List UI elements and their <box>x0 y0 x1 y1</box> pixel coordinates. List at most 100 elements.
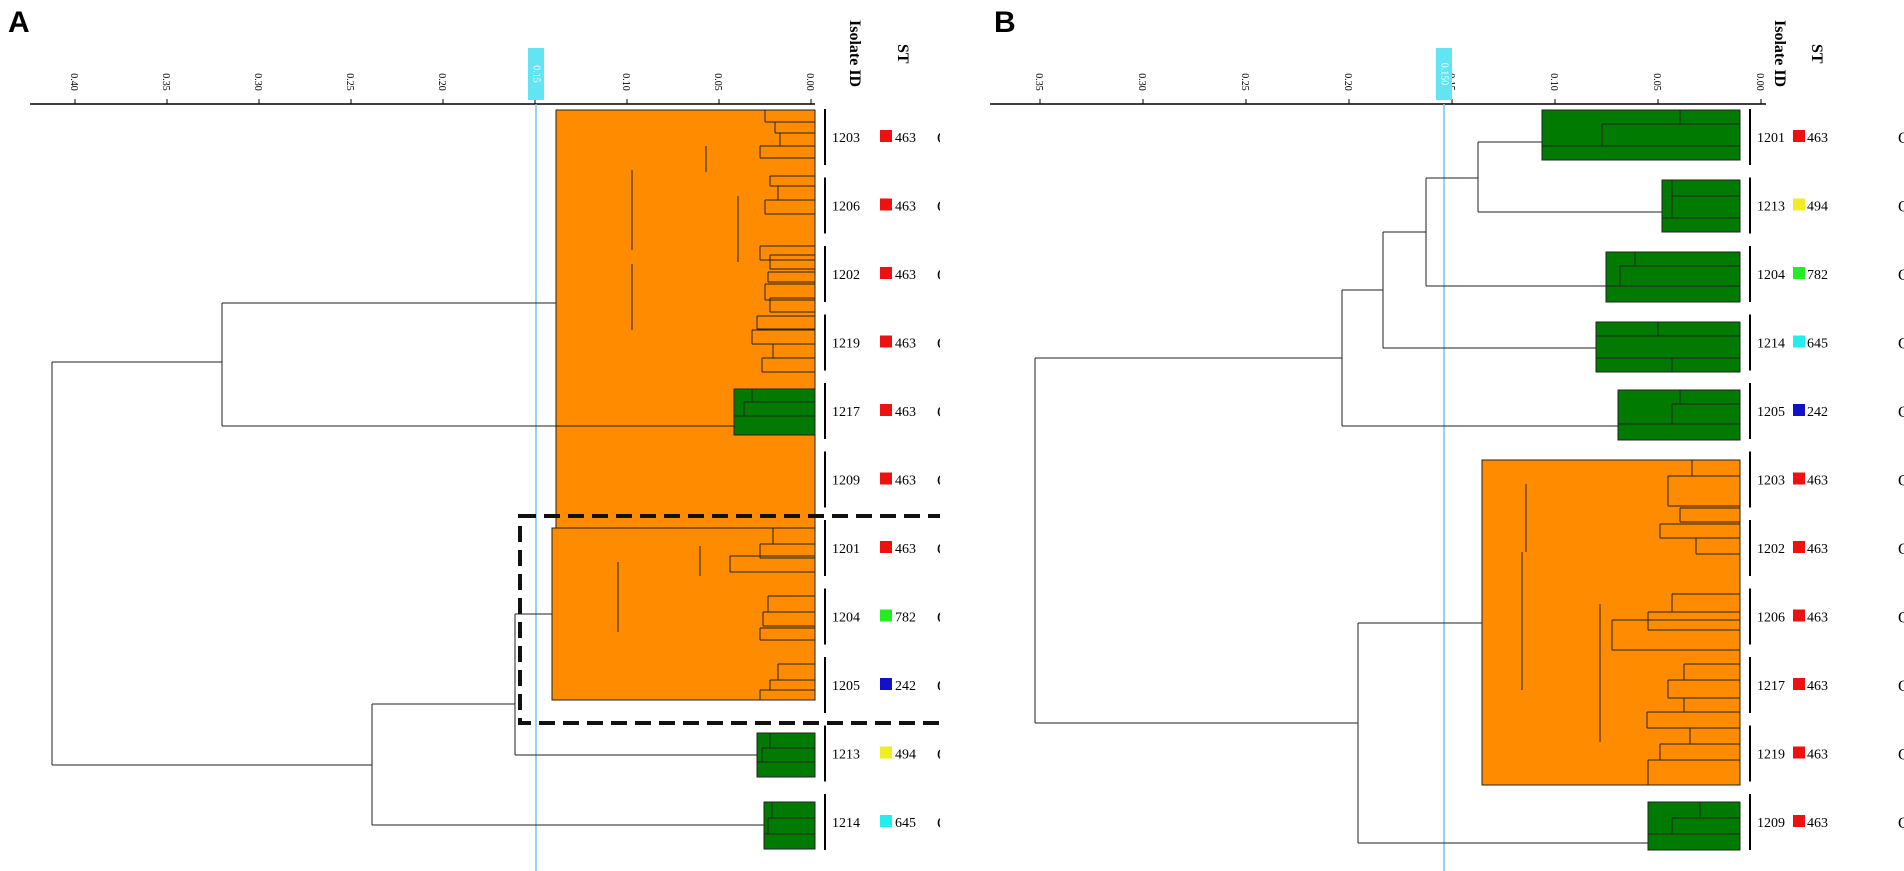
cluster-green <box>1617 389 1741 441</box>
isolate-row: 1201 463 G1 <box>824 520 940 576</box>
column-header-wgs: WGS <box>1900 44 1904 81</box>
cutoff-label: 0.15 <box>531 65 542 83</box>
wgs-group: G4 <box>937 610 940 627</box>
cluster-green <box>763 801 816 850</box>
st-value: 463 <box>895 474 916 489</box>
isolate-rows: 1201 463 G1 1213 494 G7 1204 782 G4 1214 645 G8 1205… <box>1749 109 1904 850</box>
isolate-id: 1209 <box>1757 816 1785 831</box>
isolate-id: 1219 <box>832 337 860 352</box>
isolate-id: 1209 <box>832 474 860 489</box>
cluster-block <box>1617 389 1741 441</box>
isolate-row: 1205 242 G5 <box>1749 383 1904 439</box>
st-color-square <box>880 609 892 622</box>
st-value: 494 <box>895 748 916 763</box>
wgs-group: G6 <box>1898 815 1904 832</box>
st-value: 242 <box>895 679 916 694</box>
isolate-id: 1217 <box>832 405 860 420</box>
wgs-group: G8 <box>1898 336 1904 353</box>
isolate-row: 1213 494 G7 <box>824 725 940 782</box>
st-value: 645 <box>895 816 916 831</box>
wgs-group: G1 <box>937 541 940 558</box>
cluster-block <box>1541 109 1741 161</box>
isolate-row: 1205 242 G5 <box>824 657 940 713</box>
st-color-square <box>880 198 892 211</box>
isolate-row: 1204 782 G4 <box>824 588 940 645</box>
isolate-id: 1201 <box>1757 131 1785 146</box>
isolate-id: 1204 <box>832 611 860 626</box>
st-color-square <box>880 267 892 279</box>
axis-tick-label: 0.35 <box>160 73 171 91</box>
axis-tick-label: 0.05 <box>712 73 723 91</box>
wgs-group: G2 <box>937 267 940 284</box>
cluster-block <box>1595 321 1741 373</box>
cluster-block <box>733 388 816 436</box>
st-color-square <box>880 541 892 553</box>
isolate-row: 1219 463 G3 <box>1749 725 1904 782</box>
axis-tick-label: 0.00 <box>804 73 815 91</box>
isolate-row: 1203 463 G3 <box>1749 451 1904 508</box>
st-color-square <box>1793 746 1805 759</box>
isolate-id: 1202 <box>1757 542 1785 557</box>
st-color-square <box>880 472 892 485</box>
distance-axis: 0.400.350.300.250.200.150.100.050.000.15… <box>30 20 940 871</box>
cutoff-marker <box>528 48 544 100</box>
st-value: 494 <box>1807 200 1828 215</box>
st-value: 463 <box>1807 542 1828 557</box>
isolate-id: 1202 <box>832 268 860 283</box>
st-value: 463 <box>1807 474 1828 489</box>
st-color-square <box>1793 130 1805 142</box>
isolate-id: 1214 <box>832 816 860 831</box>
st-value: 782 <box>895 611 916 626</box>
isolate-row: 1209 463 G6 <box>824 451 940 508</box>
cluster-orange <box>1481 459 1741 786</box>
st-value: 242 <box>1807 405 1828 420</box>
wgs-group: G8 <box>937 815 940 832</box>
cluster-block <box>1481 459 1741 786</box>
axis-tick-label: 0.40 <box>68 73 79 91</box>
st-color-square <box>1793 404 1805 416</box>
distance-axis: 0.350.300.250.200.150.100.050.000.150Iso… <box>990 20 1904 871</box>
wgs-group: G2 <box>1898 541 1904 558</box>
st-value: 463 <box>1807 131 1828 146</box>
axis-tick-label: 0.35 <box>1033 73 1044 91</box>
st-color-square <box>1793 609 1805 622</box>
wgs-group: G7 <box>1898 199 1904 216</box>
isolate-row: 1214 645 G8 <box>824 794 940 850</box>
st-value: 645 <box>1807 337 1828 352</box>
wgs-group: G5 <box>937 678 940 695</box>
isolate-id: 1213 <box>832 748 860 763</box>
column-header-st: ST <box>1808 44 1825 64</box>
wgs-group: G3 <box>937 404 940 421</box>
wgs-group: G3 <box>937 130 940 147</box>
wgs-group: G3 <box>937 336 940 353</box>
st-color-square <box>1793 815 1805 827</box>
st-value: 782 <box>1807 268 1828 283</box>
column-header-isolate: Isolate ID <box>846 20 863 87</box>
isolate-id: 1214 <box>1757 337 1785 352</box>
cluster-green <box>756 732 816 778</box>
isolate-row: 1217 463 G3 <box>1749 657 1904 713</box>
st-value: 463 <box>1807 611 1828 626</box>
panel-label: A <box>8 6 30 39</box>
isolate-row: 1217 463 G3 <box>824 383 940 439</box>
wgs-group: G3 <box>937 199 940 216</box>
tree <box>1034 109 1741 851</box>
cluster-block <box>551 527 816 701</box>
st-value: 463 <box>1807 679 1828 694</box>
cluster-green <box>1661 179 1741 233</box>
tree <box>51 109 940 850</box>
axis-tick-label: 0.30 <box>1136 73 1147 91</box>
isolate-row: 1201 463 G1 <box>1749 109 1904 165</box>
st-color-square <box>1793 472 1805 485</box>
st-color-square <box>1793 267 1805 279</box>
isolate-id: 1203 <box>832 131 860 146</box>
cutoff-label: 0.150 <box>1439 63 1450 86</box>
wgs-group: G3 <box>1898 473 1904 490</box>
axis-tick-label: 0.05 <box>1651 73 1662 91</box>
axis-tick-label: 0.00 <box>1754 73 1765 91</box>
st-color-square <box>880 746 892 759</box>
cutoff-marker <box>1436 48 1452 100</box>
cluster-block <box>1661 179 1741 233</box>
st-color-square <box>880 404 892 416</box>
wgs-group: G5 <box>1898 404 1904 421</box>
